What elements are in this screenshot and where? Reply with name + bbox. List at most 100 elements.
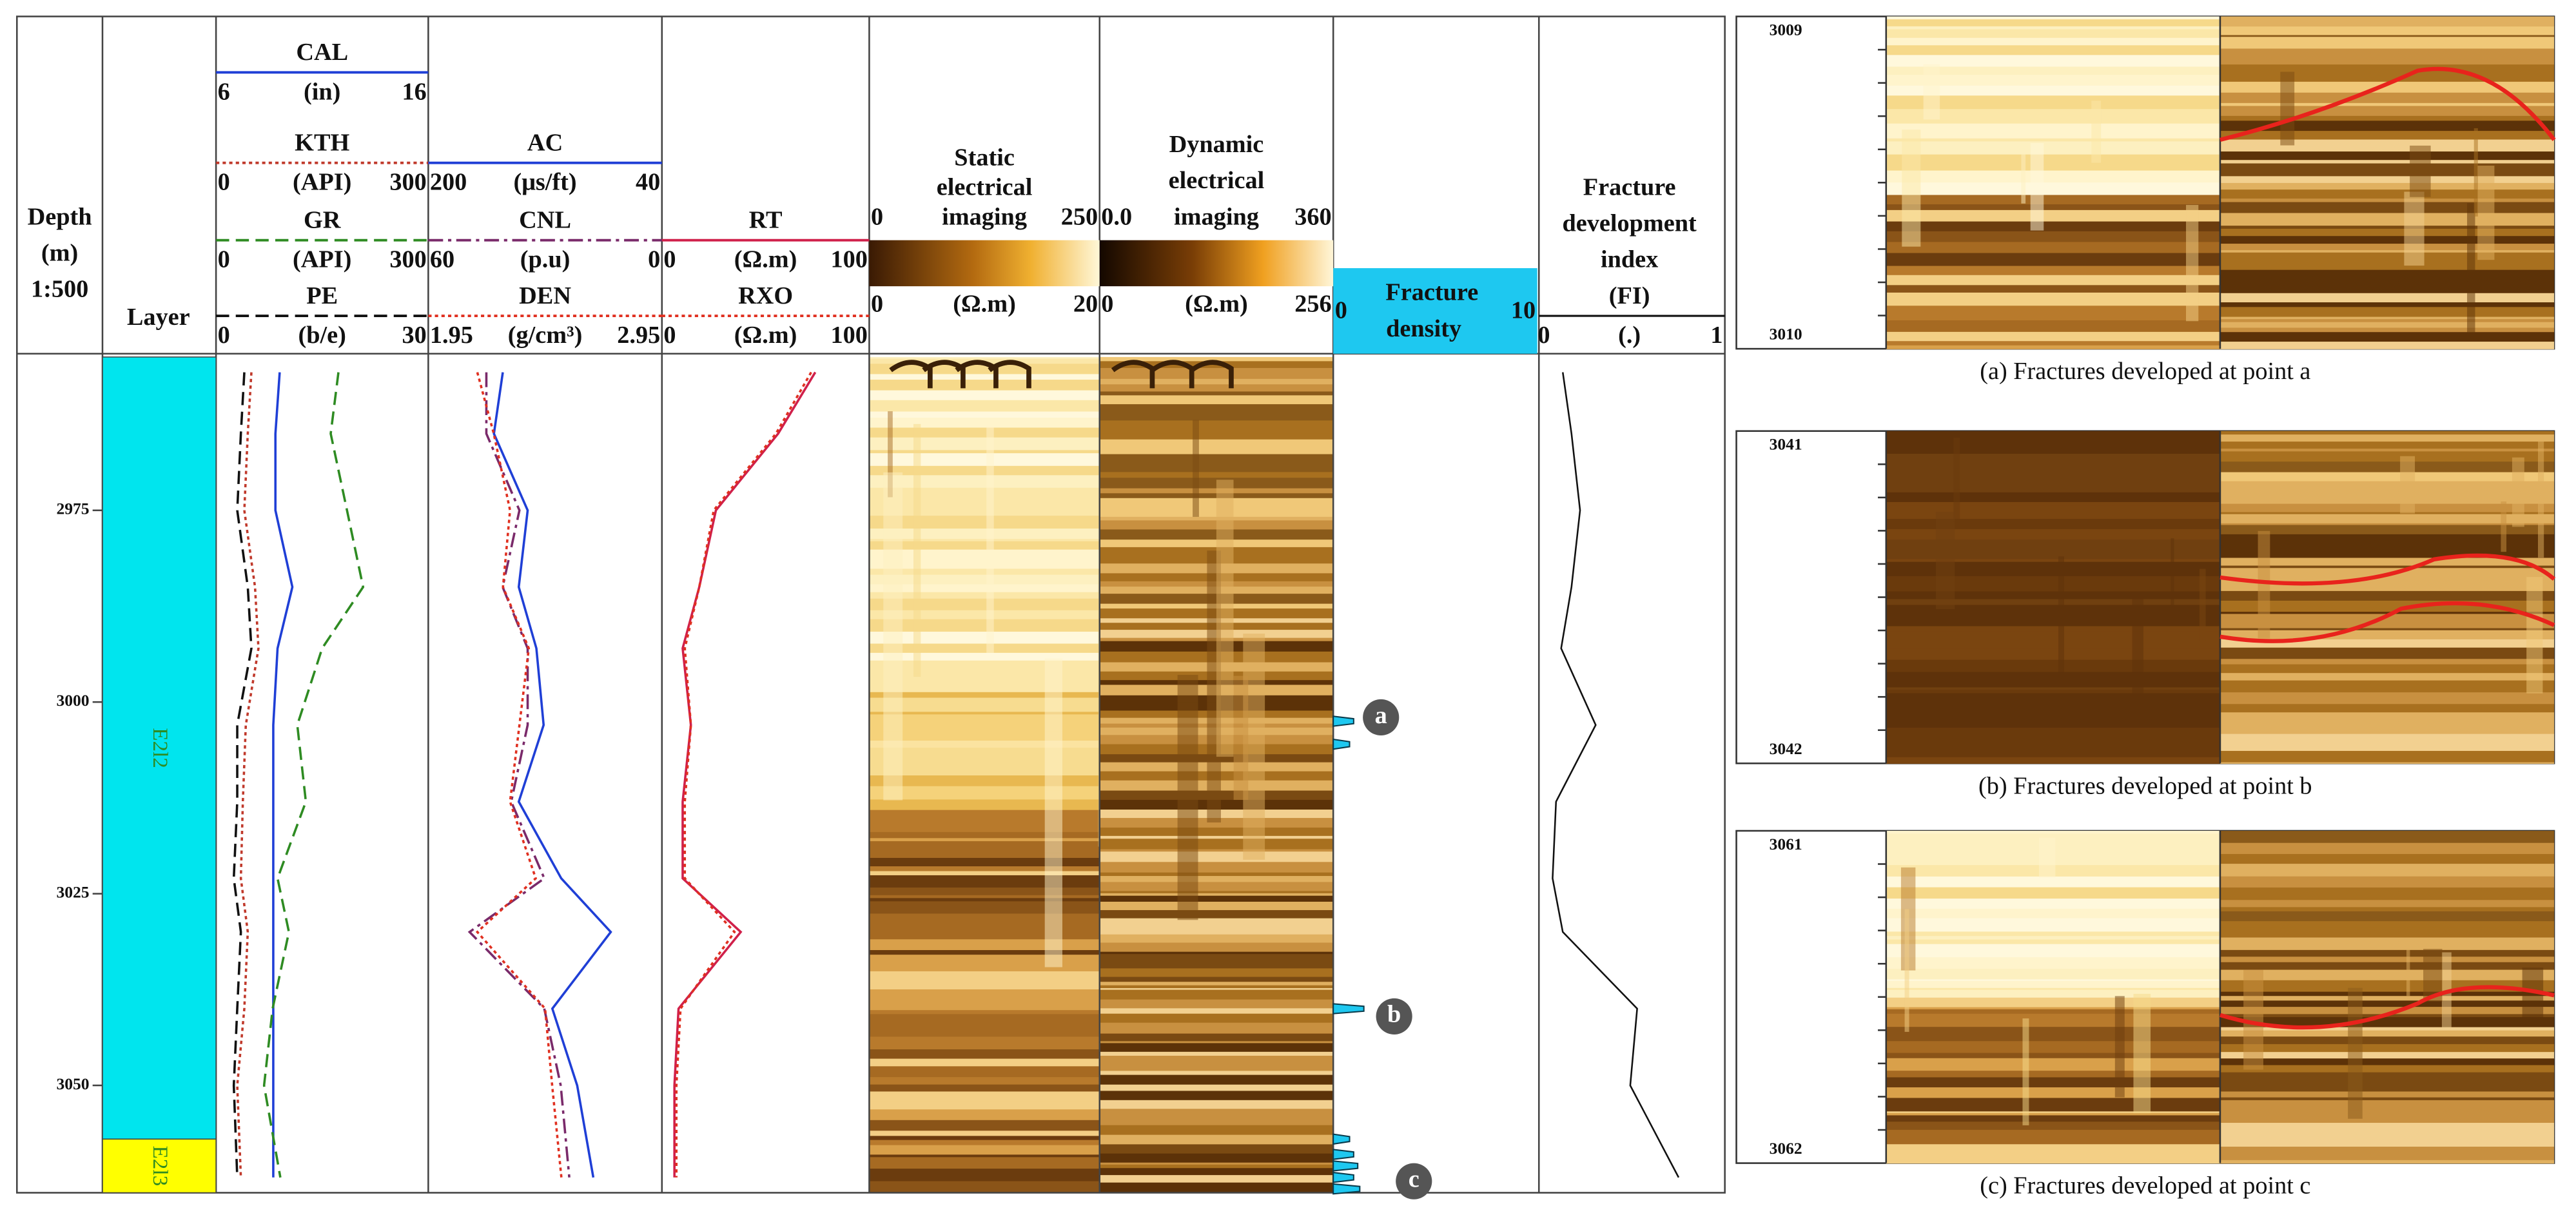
image-stripe — [1099, 962, 1334, 969]
image-stripe — [1886, 559, 2220, 563]
curve-name: RXO — [738, 282, 793, 309]
image-stripe — [869, 1066, 1100, 1078]
image-stripe — [869, 748, 1100, 752]
image-stripe — [869, 697, 1100, 710]
image-stripe — [1099, 384, 1334, 387]
image-stripe — [1099, 1013, 1334, 1024]
scale-min: 0 — [871, 291, 883, 318]
image-stripe — [1099, 462, 1334, 473]
image-stripe — [2220, 673, 2555, 679]
depth-header: 1:500 — [31, 276, 88, 303]
image-stripe — [2220, 957, 2555, 963]
image-stripe — [1886, 109, 2220, 124]
image-stripe — [869, 683, 1100, 693]
log-curve — [467, 372, 571, 1178]
image-stripe — [2220, 442, 2555, 446]
scale-max: 40 — [636, 169, 660, 196]
image-stripe — [2220, 1065, 2555, 1073]
image-stripe — [1099, 367, 1334, 380]
scale-unit: (p.u) — [520, 246, 571, 273]
image-stripe — [1886, 672, 2220, 688]
image-stripe — [2220, 911, 2555, 922]
image-title: Static — [954, 144, 1015, 171]
image-streak — [986, 418, 994, 653]
image-streak — [2467, 203, 2475, 333]
image-stripe — [2220, 281, 2555, 294]
image-stripe — [2220, 751, 2555, 763]
image-stripe — [869, 842, 1100, 853]
image-stripe — [1099, 918, 1334, 926]
log-curve — [675, 371, 812, 1178]
image-stripe — [2220, 1097, 2555, 1101]
density-header-box — [1333, 268, 1537, 354]
image-stripe — [2220, 182, 2555, 190]
scale-unit: (in) — [304, 78, 340, 105]
image-stripe — [2220, 864, 2555, 877]
image-stripe — [2220, 160, 2555, 164]
image-stripe — [2220, 1058, 2555, 1066]
panel-caption: (a) Fractures developed at point a — [1980, 358, 2310, 385]
image-stripe — [2220, 16, 2555, 27]
layer-header: Layer — [127, 304, 190, 331]
image-streak — [2404, 191, 2425, 266]
image-stripe — [869, 708, 1100, 713]
image-stripe — [1886, 599, 2220, 606]
image-stripe — [1886, 1053, 2220, 1059]
image-stripe — [2220, 630, 2555, 640]
image-stripe — [869, 592, 1100, 599]
image-stripe — [2220, 445, 2555, 449]
image-title: electrical — [937, 173, 1033, 200]
image-stripe — [1886, 1077, 2220, 1088]
image-stripe — [1099, 988, 1334, 991]
image-streak — [888, 411, 893, 498]
image-stripe — [869, 1010, 1100, 1015]
panel-depth: 3010 — [1770, 325, 1802, 344]
image-stripe — [869, 775, 1100, 787]
image-stripe — [2220, 724, 2555, 729]
image-stripe — [2220, 523, 2555, 526]
image-sinusoid — [988, 360, 1031, 389]
image-stripe — [1886, 997, 2220, 1008]
image-stripe — [1886, 19, 2220, 27]
image-stripe — [1099, 976, 1334, 983]
image-stripe — [2220, 639, 2555, 646]
image-stripe — [1886, 266, 2220, 276]
image-stripe — [869, 989, 1100, 1000]
density-spike — [1332, 738, 1351, 750]
image-stripe — [2220, 316, 2555, 320]
image-stripe — [869, 437, 1100, 451]
image-stripe — [2220, 1136, 2555, 1147]
image-stripe — [2220, 514, 2555, 524]
image-stripe — [1886, 221, 2220, 232]
density-spike — [1332, 1133, 1351, 1145]
image-stripe — [2220, 1024, 2555, 1028]
image-stripe — [2220, 614, 2555, 627]
image-stripe — [1886, 341, 2220, 346]
image-stripe — [869, 852, 1100, 855]
image-streak — [1177, 675, 1198, 920]
image-stripe — [2220, 677, 2555, 681]
image-stripe — [869, 712, 1100, 715]
image-stripe — [869, 390, 1100, 401]
image-stripe — [1099, 1116, 1334, 1126]
image-stripe — [869, 853, 1100, 859]
image-stripe — [2220, 461, 2555, 473]
image-stripe — [2220, 1036, 2555, 1045]
image-stripe — [2220, 659, 2555, 665]
image-stripe — [869, 529, 1100, 539]
image-stripe — [2220, 887, 2555, 901]
scale-min: 0 — [218, 246, 230, 273]
image-stripe — [869, 967, 1100, 972]
fracture-trace — [2220, 553, 2556, 586]
image-stripe — [2220, 226, 2555, 229]
image-stripe — [2220, 853, 2555, 864]
image-stripe — [1099, 454, 1334, 463]
density-spike — [1332, 715, 1354, 727]
point-marker — [1376, 998, 1412, 1035]
image-stripe — [869, 731, 1100, 741]
image-stripe — [1886, 345, 2220, 349]
image-stripe — [1886, 195, 2220, 205]
image-title: imaging — [942, 203, 1027, 230]
image-stripe — [1099, 951, 1334, 955]
image-stripe — [869, 1084, 1100, 1093]
